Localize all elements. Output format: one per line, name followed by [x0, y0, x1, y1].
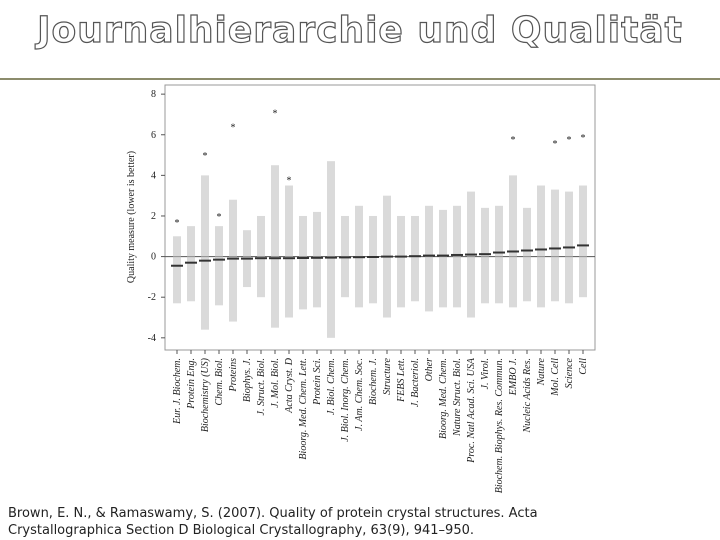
title-rule — [0, 78, 720, 80]
x-tick-label: Nature Struct. Biol. — [452, 358, 463, 437]
outlier-star: * — [553, 139, 558, 150]
point-cloud — [439, 209, 447, 308]
x-tick-label: Chem. Biol. — [214, 358, 225, 406]
x-tick-label: Proc. Natl Acad. Sci. USA — [466, 357, 477, 464]
point-cloud — [285, 185, 293, 318]
x-tick-label: J. Struct. Biol. — [256, 358, 267, 416]
x-tick-label: Nucleic Acids Res. — [522, 358, 533, 434]
point-cloud — [523, 207, 531, 302]
point-cloud — [551, 189, 559, 302]
caption-line: Brown, E. N., & Ramaswamy, S. (2007). Qu… — [8, 506, 538, 521]
point-cloud — [173, 236, 181, 304]
y-tick-label: 0 — [151, 252, 156, 263]
x-tick-label: J. Mol. Biol. — [270, 358, 281, 408]
point-cloud — [271, 165, 279, 328]
point-cloud — [579, 185, 587, 298]
caption: Brown, E. N., & Ramaswamy, S. (2007). Qu… — [8, 505, 538, 539]
point-cloud — [299, 215, 307, 310]
caption-line: Crystallographica Section D Biological C… — [8, 523, 475, 538]
x-tick-label: J. Bacteriol. — [410, 358, 421, 407]
x-tick-label: J. Biol. Inorg. Chem. — [340, 358, 351, 442]
point-cloud — [495, 205, 503, 304]
x-tick-label: Acta Cryst. D — [284, 357, 295, 413]
point-cloud — [397, 215, 405, 308]
outlier-star: * — [217, 212, 222, 223]
chart: Quality measure (lower is better) -4 -2 0 2… — [126, 84, 596, 493]
x-tick-label: Nature — [536, 357, 547, 386]
x-tick-label: Mol. Cell — [550, 358, 561, 397]
outlier-star: * — [567, 135, 572, 146]
slide-title: Journalhierarchie und Qualität — [37, 9, 683, 51]
point-cloud — [313, 211, 321, 308]
x-tick-label: Bioorg. Med. Chem. — [438, 358, 449, 439]
outlier-star: * — [175, 218, 180, 229]
plot-frame — [164, 84, 596, 351]
x-tick-label: Biochem. J. — [368, 358, 379, 405]
outlier-star: * — [231, 123, 236, 134]
point-cloud — [215, 226, 223, 306]
outlier-star: * — [511, 135, 516, 146]
x-tick-label: Other — [424, 358, 435, 381]
point-cloud — [453, 205, 461, 308]
x-tick-label: Proteins — [228, 358, 239, 393]
x-tick-label: Eur. J. Biochem. — [172, 358, 183, 425]
x-tick-label: J. Am. Chem. Soc. — [354, 358, 365, 431]
x-tick-label: Structure — [382, 357, 393, 394]
x-tick-label: Biochem. Biophys. Res. Commun. — [494, 358, 505, 493]
x-tick-label: J. Virol. — [480, 358, 491, 389]
point-cloud — [369, 215, 377, 304]
outlier-star: * — [581, 133, 586, 144]
x-tick-label: EMBO J. — [508, 358, 519, 396]
point-cloud — [537, 185, 545, 308]
y-tick-label: -4 — [148, 333, 156, 344]
point-cloud — [481, 207, 489, 304]
point-cloud — [425, 205, 433, 312]
outlier-star: * — [273, 108, 278, 119]
point-cloud — [257, 215, 265, 298]
point-cloud — [229, 199, 237, 322]
y-tick-label: -2 — [148, 292, 156, 303]
y-tick-label: 6 — [151, 130, 156, 141]
x-tick-label: Biophys. J. — [242, 358, 253, 402]
x-tick-label: FEBS Lett. — [396, 358, 407, 403]
outlier-star: * — [287, 175, 292, 186]
x-tick-label: J. Biol. Chem. — [326, 358, 337, 415]
outlier-star: * — [203, 151, 208, 162]
x-tick-label: Cell — [578, 358, 589, 375]
point-cloud — [509, 175, 517, 308]
y-tick-label: 8 — [151, 89, 156, 100]
x-tick-label: Bioorg. Med. Chem. Lett. — [298, 358, 309, 460]
point-cloud — [187, 226, 195, 302]
y-axis-label: Quality measure (lower is better) — [126, 151, 137, 283]
point-cloud — [411, 215, 419, 302]
point-cloud — [327, 161, 335, 338]
x-tick-label: Science — [564, 357, 575, 388]
point-cloud — [201, 175, 209, 330]
x-tick-label: Protein Eng. — [186, 358, 197, 410]
x-tick-label: Protein Sci. — [312, 358, 323, 406]
y-tick-label: 2 — [151, 211, 156, 222]
x-tick-label: Biochemistry (US) — [200, 357, 211, 432]
y-tick-label: 4 — [151, 170, 156, 181]
